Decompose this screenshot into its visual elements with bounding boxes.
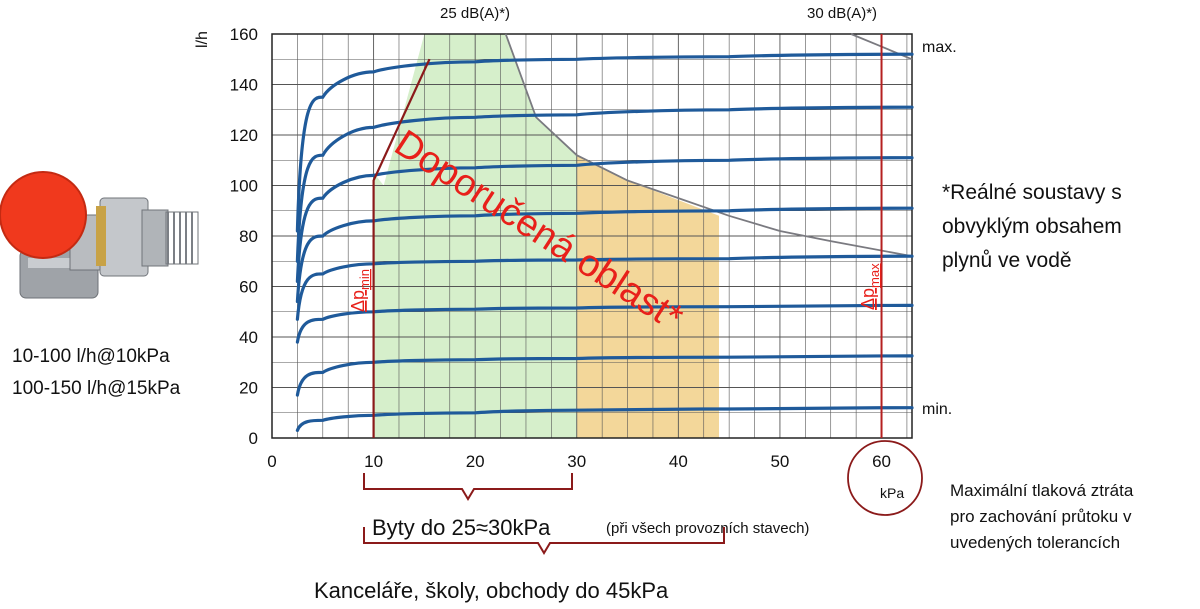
x-tick-label: 10 bbox=[364, 452, 383, 471]
y-tick-label: 80 bbox=[239, 227, 258, 246]
apartments-brace bbox=[363, 473, 573, 501]
noise-curve-1 bbox=[504, 33, 913, 258]
flow-curve-1 bbox=[295, 406, 914, 432]
y-tick-label: 0 bbox=[249, 429, 258, 448]
dp-min-line bbox=[372, 58, 431, 438]
y-axis-label-group: l/h bbox=[194, 31, 211, 48]
dp-min-label: Δpmin bbox=[348, 269, 372, 312]
flow-curve-6 bbox=[295, 156, 914, 283]
flow-spec-line: 100-150 l/h@15kPa bbox=[12, 378, 181, 399]
dp-min-label-text: Δpmin bbox=[348, 269, 372, 312]
y-tick-label: 60 bbox=[239, 278, 258, 297]
x-unit-label: kPa bbox=[880, 485, 904, 501]
y-tick-label: 100 bbox=[230, 177, 258, 196]
max-loss-line: uvedených tolerancích bbox=[950, 533, 1120, 552]
x-tick-label: 30 bbox=[567, 452, 586, 471]
flow-curve-3 bbox=[295, 303, 914, 344]
x-tick-label: 20 bbox=[466, 452, 485, 471]
y-tick-label: 120 bbox=[230, 126, 258, 145]
noise-label-30db: 30 dB(A)*) bbox=[807, 5, 877, 22]
valve-illustration bbox=[0, 171, 199, 299]
dp-min-label-sub: min bbox=[357, 269, 372, 290]
plot-area: 25 dB(A)*) 30 dB(A)*)ΔpminΔpmaxDoporučená… bbox=[12, 5, 1134, 603]
offices-label: Kanceláře, školy, obchody do 45kPa bbox=[314, 578, 669, 603]
plot-frame bbox=[271, 33, 913, 439]
y-tick-label: 40 bbox=[239, 328, 258, 347]
recommended-orange-region bbox=[576, 155, 719, 438]
y-tick-label: 140 bbox=[230, 76, 258, 95]
offices-brace bbox=[363, 527, 725, 555]
apartments-label: Byty do 25≈30kPa bbox=[372, 515, 551, 540]
x-tick-label: 0 bbox=[267, 452, 276, 471]
flow-spec-line: 10-100 l/h@10kPa bbox=[12, 346, 170, 367]
flow-curve-7 bbox=[295, 105, 914, 263]
max-curve-label: max. bbox=[922, 39, 957, 56]
dp-min-label-main: Δp bbox=[348, 290, 368, 312]
flow-curve-2 bbox=[295, 354, 914, 397]
x-tick-label: 60 bbox=[872, 452, 891, 471]
max-loss-line: Maximální tlaková ztráta bbox=[950, 481, 1134, 500]
note-line: plynů ve vodě bbox=[942, 249, 1072, 272]
note-line: obvyklým obsahem bbox=[942, 215, 1122, 238]
y-axis-label: l/h bbox=[194, 31, 211, 48]
min-curve-label: min. bbox=[922, 401, 952, 418]
apartments-note: (při všech provozních stavech) bbox=[606, 520, 809, 537]
dp-max-label-main: Δp bbox=[858, 288, 878, 310]
noise-label-25db: 25 dB(A)*) bbox=[440, 5, 510, 22]
y-tick-label: 20 bbox=[239, 379, 258, 398]
flow-curve-8 bbox=[295, 52, 914, 233]
flow-curve-4 bbox=[295, 254, 914, 321]
dp-max-label-text: Δpmax bbox=[858, 263, 882, 310]
x-tick-label: 50 bbox=[770, 452, 789, 471]
x-tick-label: 40 bbox=[669, 452, 688, 471]
dp-max-label-sub: max bbox=[867, 263, 882, 288]
max-loss-line: pro zachování průtoku v bbox=[950, 507, 1132, 526]
flow-curve-5 bbox=[295, 206, 914, 304]
kpa-highlight-circle bbox=[847, 440, 923, 516]
dp-max-label: Δpmax bbox=[858, 263, 882, 310]
note-line: *Reálné soustavy s bbox=[942, 181, 1122, 204]
y-tick-label: 160 bbox=[230, 25, 258, 44]
